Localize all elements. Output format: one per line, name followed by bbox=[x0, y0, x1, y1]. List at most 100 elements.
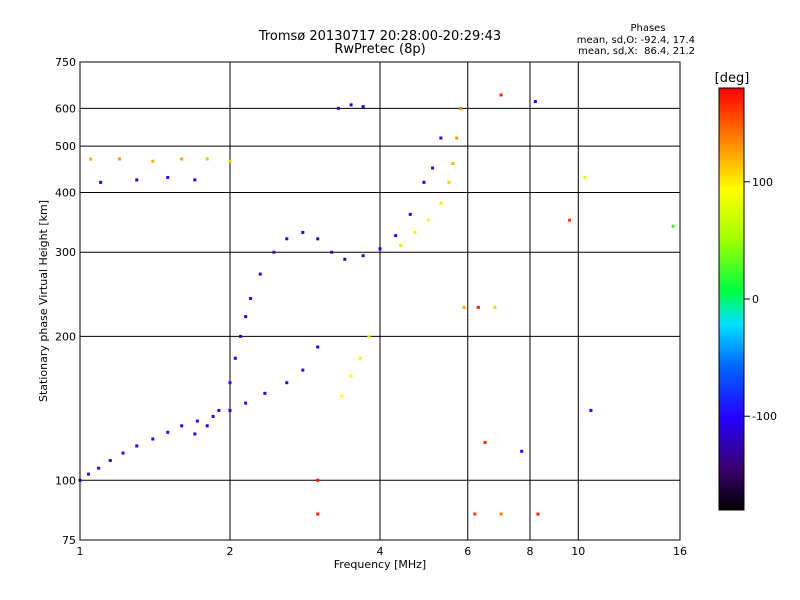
data-point bbox=[228, 408, 232, 412]
data-point bbox=[263, 391, 267, 395]
data-point bbox=[166, 430, 170, 434]
stats-x-line: mean, sd,X: 86.4, 21.2 bbox=[578, 46, 695, 57]
colorbar-title: [deg] bbox=[715, 71, 750, 86]
data-point bbox=[301, 230, 305, 234]
data-point bbox=[520, 449, 524, 453]
data-point bbox=[316, 478, 320, 482]
y-tick-label: 400 bbox=[55, 186, 76, 199]
x-tick-label: 16 bbox=[673, 545, 687, 558]
data-point bbox=[217, 408, 221, 412]
colorbar-tick-label: 0 bbox=[752, 293, 759, 306]
data-point bbox=[249, 297, 253, 301]
data-point bbox=[408, 212, 412, 216]
data-point bbox=[439, 201, 443, 205]
data-point bbox=[239, 334, 243, 338]
colorbar-tick-label: 100 bbox=[752, 176, 773, 189]
data-point bbox=[589, 408, 593, 412]
data-point bbox=[455, 136, 459, 140]
y-tick-label: 750 bbox=[55, 56, 76, 69]
data-point bbox=[272, 250, 276, 254]
data-point bbox=[493, 305, 497, 309]
y-axis-ticks: 75 100 200 300 400 500 600 750 bbox=[55, 56, 76, 547]
data-point bbox=[97, 466, 101, 470]
data-point bbox=[228, 381, 232, 385]
data-point bbox=[285, 237, 289, 241]
x-axis-label: Frequency [MHz] bbox=[334, 558, 426, 571]
data-point bbox=[349, 103, 353, 107]
data-points bbox=[78, 93, 675, 516]
data-point bbox=[533, 100, 537, 104]
data-point bbox=[316, 512, 320, 516]
data-point bbox=[301, 368, 305, 372]
data-point bbox=[567, 218, 571, 222]
data-point bbox=[431, 166, 435, 170]
data-point bbox=[394, 234, 398, 238]
data-point bbox=[349, 374, 353, 378]
grid-lines bbox=[80, 62, 680, 540]
data-point bbox=[121, 451, 125, 455]
data-point bbox=[367, 334, 371, 338]
data-point bbox=[413, 230, 417, 234]
data-point bbox=[458, 106, 462, 110]
data-point bbox=[476, 305, 480, 309]
data-point bbox=[151, 437, 155, 441]
data-point bbox=[473, 512, 477, 516]
data-point bbox=[285, 381, 289, 385]
x-tick-label: 2 bbox=[227, 545, 234, 558]
colorbar-tick-label: -100 bbox=[752, 410, 777, 423]
y-axis-label: Stationary phase Virtual Height [km] bbox=[37, 200, 50, 402]
data-point bbox=[426, 218, 430, 222]
stats-o-line: mean, sd,O: -92.4, 17.4 bbox=[577, 35, 695, 46]
data-point bbox=[233, 356, 237, 360]
y-tick-label: 100 bbox=[55, 474, 76, 487]
data-point bbox=[499, 512, 503, 516]
data-point bbox=[205, 157, 209, 161]
y-tick-label: 500 bbox=[55, 140, 76, 153]
y-tick-label: 75 bbox=[62, 534, 76, 547]
data-point bbox=[583, 175, 587, 179]
data-point bbox=[193, 178, 197, 182]
data-point bbox=[195, 419, 199, 423]
data-point bbox=[135, 178, 139, 182]
colorbar bbox=[718, 87, 745, 511]
chart-title: Tromsø 20130717 20:28:00-20:29:43 bbox=[258, 29, 501, 44]
data-point bbox=[361, 105, 365, 109]
x-tick-label: 6 bbox=[464, 545, 471, 558]
x-axis-ticks: 1 2 4 6 8 10 16 bbox=[77, 545, 688, 558]
data-point bbox=[671, 224, 675, 228]
data-point bbox=[499, 93, 503, 97]
data-point bbox=[211, 414, 215, 418]
plot-frame bbox=[79, 61, 681, 541]
data-point bbox=[166, 175, 170, 179]
data-point bbox=[399, 243, 403, 247]
data-point bbox=[462, 305, 466, 309]
data-point bbox=[358, 356, 362, 360]
data-point bbox=[180, 424, 184, 428]
data-point bbox=[228, 159, 232, 163]
chart-subtitle: RwPretec (8p) bbox=[334, 42, 425, 57]
data-point bbox=[340, 394, 344, 398]
y-tick-label: 300 bbox=[55, 246, 76, 259]
data-point bbox=[180, 157, 184, 161]
data-point bbox=[89, 157, 93, 161]
data-point bbox=[451, 161, 455, 165]
y-tick-label: 200 bbox=[55, 330, 76, 343]
stats-heading: Phases bbox=[630, 23, 665, 34]
data-point bbox=[422, 180, 426, 184]
data-point bbox=[316, 345, 320, 349]
data-point bbox=[117, 157, 121, 161]
data-point bbox=[378, 247, 382, 251]
data-point bbox=[439, 136, 443, 140]
x-tick-label: 10 bbox=[571, 545, 585, 558]
data-point bbox=[86, 472, 90, 476]
data-point bbox=[536, 512, 540, 516]
data-point bbox=[330, 250, 334, 254]
data-point bbox=[258, 272, 262, 276]
data-point bbox=[244, 401, 248, 405]
y-tick-label: 600 bbox=[55, 102, 76, 115]
data-point bbox=[483, 440, 487, 444]
data-point bbox=[316, 237, 320, 241]
data-point bbox=[336, 106, 340, 110]
data-point bbox=[244, 315, 248, 319]
